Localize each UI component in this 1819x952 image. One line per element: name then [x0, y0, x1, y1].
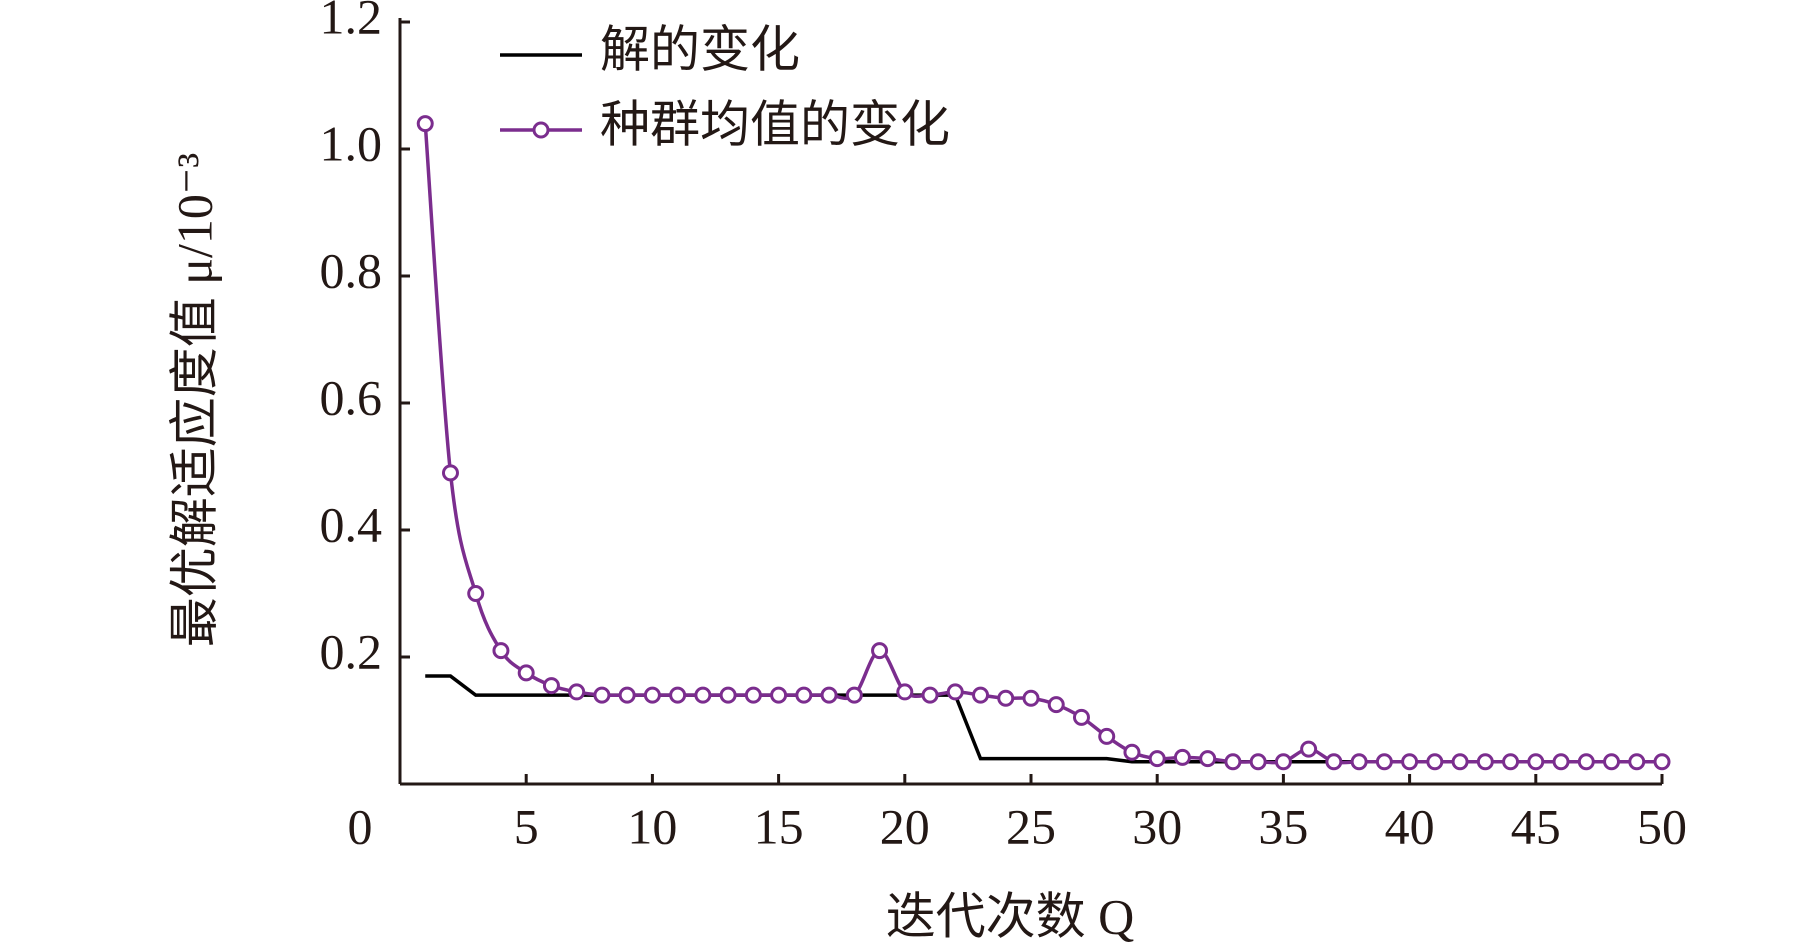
x-tick-label: 30	[1132, 798, 1182, 854]
marker	[1098, 727, 1116, 745]
x-tick-label: 5	[514, 798, 539, 854]
marker	[618, 686, 636, 704]
marker	[1047, 696, 1065, 714]
x-tick-label: 15	[754, 798, 804, 854]
legend-label: 解的变化	[600, 21, 800, 77]
marker	[1224, 753, 1242, 771]
marker	[1022, 689, 1040, 707]
marker	[1072, 708, 1090, 726]
marker	[719, 686, 737, 704]
marker	[744, 686, 762, 704]
legend-label: 种群均值的变化	[600, 96, 950, 152]
marker	[1502, 753, 1520, 771]
y-tick-label: 0.8	[320, 242, 383, 298]
marker	[1426, 753, 1444, 771]
marker	[1325, 753, 1343, 771]
marker	[467, 585, 485, 602]
marker	[416, 115, 434, 133]
marker	[1476, 753, 1494, 771]
marker	[871, 642, 889, 660]
marker	[1375, 753, 1393, 771]
marker	[997, 689, 1015, 707]
x-tick-label: 0	[348, 798, 373, 854]
y-axis-label: 最优解适应度值 μ/10⁻³	[166, 153, 222, 648]
series-line	[425, 674, 1662, 764]
x-tick-label: 40	[1385, 798, 1435, 854]
x-tick-label: 50	[1637, 798, 1687, 854]
marker	[1451, 753, 1469, 771]
x-tick-label: 35	[1258, 798, 1308, 854]
marker	[643, 686, 661, 704]
marker	[694, 686, 712, 704]
marker	[1199, 750, 1217, 768]
marker	[820, 686, 838, 704]
y-tick-label: 0.6	[320, 369, 383, 425]
marker	[1350, 753, 1368, 771]
marker	[1527, 753, 1545, 771]
marker	[568, 683, 586, 701]
x-tick-label: 10	[627, 798, 677, 854]
marker	[1628, 753, 1646, 771]
marker	[542, 677, 560, 695]
marker	[593, 686, 611, 704]
y-tick-label: 0.4	[320, 496, 383, 552]
x-tick-label: 20	[880, 798, 930, 854]
legend-marker	[532, 121, 550, 139]
marker	[946, 683, 964, 701]
y-tick-label: 0.2	[320, 623, 383, 679]
marker	[1577, 753, 1595, 771]
marker	[1274, 753, 1292, 771]
marker	[669, 686, 687, 704]
x-tick-label: 25	[1006, 798, 1056, 854]
marker	[795, 686, 813, 704]
marker	[1401, 753, 1419, 771]
x-tick-label: 45	[1511, 798, 1561, 854]
series-line	[423, 123, 1662, 765]
marker	[1123, 743, 1141, 761]
y-tick-label: 1.0	[320, 115, 383, 171]
marker	[921, 686, 939, 704]
marker	[1552, 753, 1570, 771]
marker	[441, 464, 459, 482]
marker	[845, 686, 863, 704]
y-tick-label: 1.2	[320, 0, 383, 44]
x-axis-label: 迭代次数 Q	[886, 888, 1135, 944]
marker	[1603, 753, 1621, 771]
marker	[1173, 748, 1191, 766]
marker	[770, 686, 788, 704]
marker	[1300, 740, 1318, 758]
marker	[972, 686, 990, 704]
marker	[1249, 753, 1267, 771]
marker	[517, 664, 535, 682]
marker	[1653, 753, 1671, 771]
marker	[492, 642, 510, 660]
marker	[896, 683, 914, 701]
marker	[1148, 750, 1166, 768]
